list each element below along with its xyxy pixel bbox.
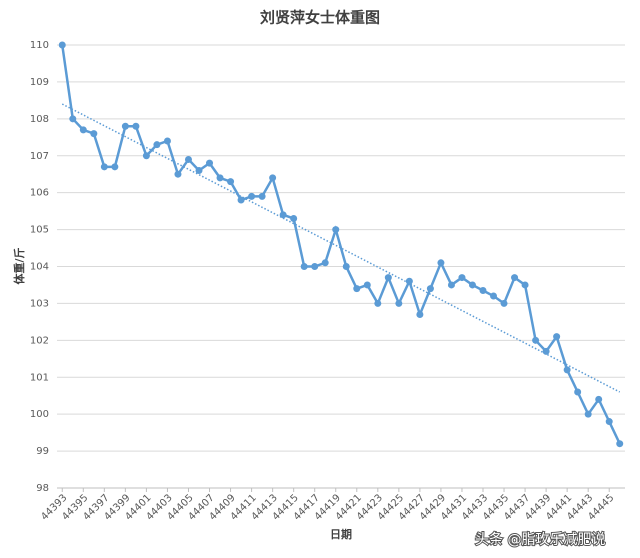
marker bbox=[58, 41, 66, 49]
marker bbox=[195, 167, 203, 175]
marker bbox=[490, 292, 498, 300]
marker bbox=[237, 196, 245, 204]
marker bbox=[542, 347, 550, 355]
y-tick-label: 109 bbox=[30, 77, 49, 88]
chart-title: 刘贤萍女士体重图 bbox=[260, 9, 380, 27]
marker bbox=[405, 277, 413, 285]
y-tick-label: 105 bbox=[30, 225, 49, 236]
y-tick-label: 100 bbox=[30, 409, 49, 420]
y-tick-label: 103 bbox=[30, 298, 49, 309]
marker bbox=[395, 299, 403, 307]
y-tick-label: 102 bbox=[30, 335, 49, 346]
marker bbox=[553, 333, 561, 341]
marker bbox=[500, 299, 508, 307]
y-tick-label: 99 bbox=[36, 446, 49, 457]
y-tick-label: 104 bbox=[30, 262, 49, 273]
marker bbox=[511, 274, 519, 282]
y-tick-label: 107 bbox=[30, 151, 49, 162]
marker bbox=[111, 163, 119, 171]
y-tick-label: 110 bbox=[30, 40, 49, 51]
marker bbox=[374, 299, 382, 307]
marker bbox=[258, 192, 266, 200]
marker bbox=[584, 410, 592, 418]
marker bbox=[426, 285, 434, 293]
marker bbox=[574, 388, 582, 396]
marker bbox=[447, 281, 455, 289]
marker bbox=[279, 211, 287, 219]
marker bbox=[605, 418, 613, 426]
marker bbox=[595, 395, 603, 403]
marker bbox=[206, 159, 214, 167]
marker bbox=[521, 281, 529, 289]
marker bbox=[174, 170, 182, 178]
y-tick-label: 101 bbox=[30, 372, 49, 383]
marker bbox=[79, 126, 87, 134]
marker bbox=[184, 155, 192, 163]
marker bbox=[479, 286, 487, 294]
marker bbox=[342, 263, 350, 270]
marker bbox=[311, 263, 319, 270]
marker bbox=[227, 178, 235, 186]
y-axis-label: 体重/斤 bbox=[12, 247, 26, 284]
marker bbox=[384, 274, 392, 282]
line bbox=[61, 44, 621, 445]
marker bbox=[353, 285, 361, 293]
marker bbox=[132, 122, 140, 130]
marker bbox=[300, 263, 308, 270]
marker bbox=[142, 152, 150, 160]
marker bbox=[437, 259, 445, 267]
watermark: 头条 @脂玫乐减肥说 bbox=[475, 531, 605, 548]
marker bbox=[90, 130, 98, 138]
marker bbox=[163, 137, 171, 145]
marker bbox=[269, 174, 277, 182]
marker bbox=[321, 259, 329, 267]
y-tick-label: 98 bbox=[36, 483, 49, 494]
marker bbox=[100, 163, 108, 171]
marker bbox=[458, 274, 466, 282]
marker bbox=[363, 281, 371, 289]
y-tick-label: 106 bbox=[30, 188, 49, 199]
marker bbox=[616, 440, 624, 448]
marker bbox=[416, 310, 424, 318]
x-axis-label: 日期 bbox=[330, 527, 352, 541]
marker bbox=[153, 141, 161, 149]
marker bbox=[121, 122, 129, 130]
marker bbox=[69, 115, 77, 123]
marker bbox=[290, 215, 298, 223]
marker bbox=[216, 174, 224, 182]
trendline bbox=[61, 103, 621, 393]
marker bbox=[468, 281, 476, 289]
marker bbox=[563, 366, 571, 374]
marker bbox=[332, 226, 340, 234]
marker bbox=[248, 192, 256, 200]
marker bbox=[532, 336, 540, 344]
y-tick-label: 108 bbox=[30, 114, 49, 125]
